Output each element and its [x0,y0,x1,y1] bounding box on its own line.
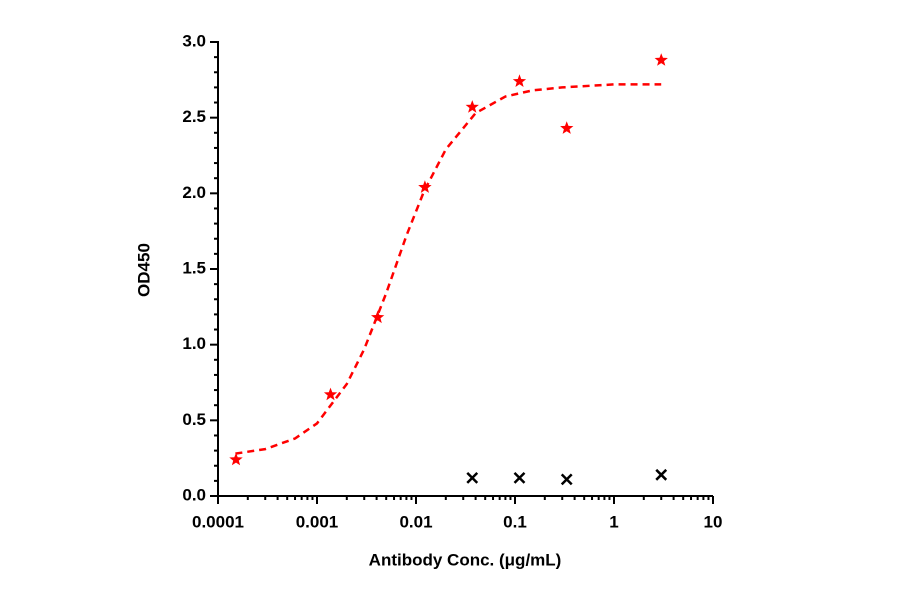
star-point [560,121,574,134]
x-tick-label: 0.001 [296,512,339,531]
star-point [654,53,668,66]
x-tick-label: 0.01 [399,512,432,531]
star-point [512,74,527,87]
y-tick-label: 2.5 [182,107,206,126]
y-tick-label: 1.0 [182,334,206,353]
y-tick-label: 0.5 [182,410,206,429]
x-tick-label: 10 [704,512,723,531]
x-axis-title: Antibody Conc. (μg/mL) [369,550,562,569]
cross-point [513,471,526,484]
cross-point [466,471,479,484]
y-tick-label: 1.5 [182,258,206,277]
x-tick-label: 0.0001 [192,512,244,531]
x-tick-label: 1 [609,512,618,531]
star-point [371,310,385,324]
x-tick-label: 0.1 [503,512,527,531]
y-tick-label: 2.0 [182,183,206,202]
y-tick-label: 3.0 [182,31,206,50]
y-axis-title: OD450 [134,243,153,297]
cross-point [655,468,668,481]
y-tick-label: 0.0 [182,485,206,504]
star-point [418,180,432,193]
star-point [229,452,243,466]
cross-point [560,473,573,486]
star-point [465,100,479,113]
star-point [323,387,338,401]
fit-curve [235,83,662,455]
